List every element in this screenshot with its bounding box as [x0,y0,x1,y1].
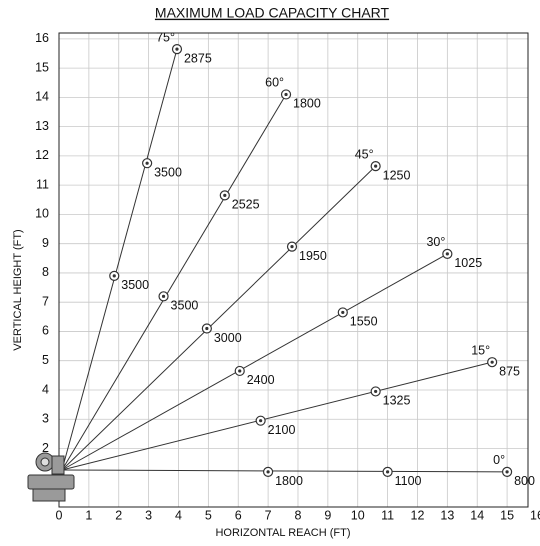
y-tick-label: 12 [35,148,49,162]
boom-line [62,49,177,470]
point-dot [205,327,208,330]
y-tick-label: 2 [42,441,49,455]
load-point: 1100 [383,467,421,488]
y-tick-label: 14 [35,90,49,104]
load-label: 1950 [299,249,327,263]
x-tick-label: 0 [56,508,63,522]
boom-line [62,166,376,470]
point-dot [162,295,165,298]
x-tick-label: 12 [411,508,425,522]
point-dot [259,419,262,422]
load-label: 2100 [268,423,296,437]
load-point: 3500 [110,271,149,292]
point-dot [113,274,116,277]
load-label: 1325 [383,394,411,408]
load-label: 800 [514,474,535,488]
point-dot [374,165,377,168]
load-label: 1025 [454,256,482,270]
points: 3500 3500 2875 3500 2525 1800 3000 1950 1250 2400… [110,45,535,489]
x-tick-label: 15 [500,508,514,522]
x-tick-label: 10 [351,508,365,522]
y-tick-label: 16 [35,31,49,45]
load-label: 2525 [232,198,260,212]
angle-label: 15° [471,343,490,357]
x-tick-label: 8 [295,508,302,522]
y-axis-label: VERTICAL HEIGHT (FT) [12,229,24,350]
load-label: 1800 [293,97,321,111]
load-label: 3000 [214,331,242,345]
point-dot [341,311,344,314]
point-dot [284,93,287,96]
load-label: 875 [499,364,520,378]
booms [62,49,507,472]
load-label: 1250 [383,168,411,182]
y-tick-label: 6 [42,324,49,338]
x-tick-label: 4 [175,508,182,522]
point-dot [175,47,178,50]
load-label: 1550 [350,315,378,329]
y-tick-label: 8 [42,265,49,279]
x-tick-label: 3 [145,508,152,522]
angle-label: 75° [156,30,175,44]
y-tick-label: 10 [35,207,49,221]
point-dot [446,252,449,255]
crane-mount [33,489,65,501]
boom-line [62,94,286,470]
load-point: 2400 [235,366,274,387]
boom-line [62,362,492,470]
crane-hub [41,458,49,466]
x-axis-label: HORIZONTAL REACH (FT) [215,527,350,539]
angle-label: 0° [493,453,505,467]
load-label: 3500 [121,278,149,292]
x-tick-label: 14 [470,508,484,522]
y-tick-label: 7 [42,294,49,308]
point-dot [290,245,293,248]
crane-pivot [52,456,64,474]
load-label: 1100 [395,474,422,488]
y-tick-label: 9 [42,236,49,250]
x-tick-label: 11 [381,508,394,522]
point-dot [491,361,494,364]
load-label: 2875 [184,51,212,65]
angle-label: 45° [355,147,374,161]
load-label: 1800 [275,474,303,488]
angle-label: 60° [265,76,284,90]
x-tick-label: 16 [530,508,540,522]
y-tick-label: 4 [42,382,49,396]
x-tick-label: 7 [265,508,272,522]
crane-base [28,475,74,489]
y-tick-label: 5 [42,353,49,367]
load-point: 1800 [282,90,321,111]
x-tick-label: 13 [440,508,454,522]
load-label: 3500 [154,166,182,180]
y-tick-label: 11 [36,177,49,191]
y-tick-label: 15 [35,60,49,74]
chart: MAXIMUM LOAD CAPACITY CHART HORIZONTAL R… [0,0,540,541]
point-dot [267,470,270,473]
point-dot [505,470,508,473]
boom-line [62,470,507,472]
point-dot [223,194,226,197]
point-dot [238,369,241,372]
angle-label: 30° [426,235,445,249]
load-label: 2400 [247,373,275,387]
point-dot [374,390,377,393]
load-point: 1025 [443,249,482,270]
x-tick-label: 9 [324,508,331,522]
chart-title: MAXIMUM LOAD CAPACITY CHART [155,5,390,21]
load-point: 1250 [371,162,410,183]
x-tick-label: 5 [205,508,212,522]
x-tick-label: 2 [115,508,122,522]
crane-icon [28,453,74,501]
point-dot [146,162,149,165]
x-tick-label: 6 [235,508,242,522]
x-tick-label: 1 [85,508,92,522]
point-dot [386,470,389,473]
load-point: 1950 [288,242,327,263]
y-tick-label: 3 [42,412,49,426]
load-point: 2525 [220,191,259,212]
y-tick-label: 13 [35,119,49,133]
load-label: 3500 [171,299,199,313]
boom-line [62,254,447,470]
